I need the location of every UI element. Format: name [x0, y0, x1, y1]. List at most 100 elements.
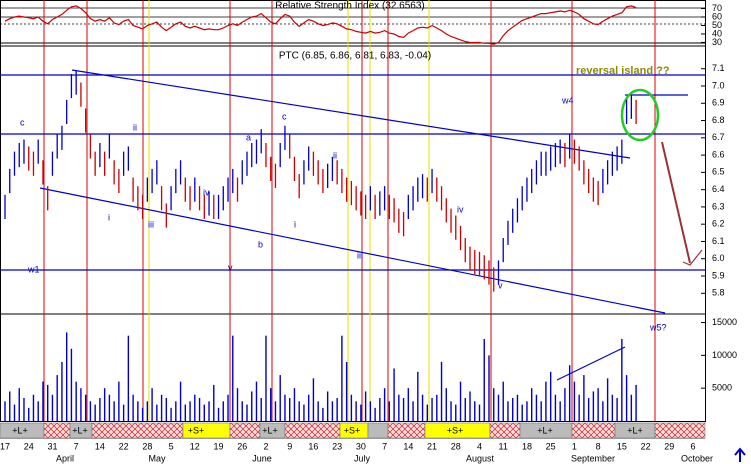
volume-bar: [113, 401, 115, 421]
volume-bar: [440, 361, 443, 421]
volume-bar: [94, 404, 96, 421]
volume-bar: [545, 381, 547, 421]
volume-bar: [51, 394, 54, 421]
wave-label: c: [20, 117, 25, 127]
volume-bar: [203, 404, 205, 421]
scroll-arrow[interactable]: [734, 447, 746, 462]
band-cell: [284, 422, 341, 439]
annotation-title: reversal island ??: [576, 65, 670, 77]
volume-bar: [75, 381, 77, 421]
volume-bar: [478, 404, 481, 421]
volume-bar: [165, 398, 168, 421]
volume-bar: [89, 401, 92, 421]
volume-bar: [23, 398, 25, 421]
volume-bar: [37, 401, 39, 421]
volume-bar: [388, 401, 391, 421]
wave-label: a: [246, 132, 251, 142]
x-tick-label: 29: [664, 441, 674, 451]
month-label: May: [148, 453, 166, 463]
volume-bar: [417, 371, 419, 421]
volume-bar: [426, 404, 429, 421]
x-tick-label: 22: [119, 441, 129, 451]
volume-bar: [573, 381, 576, 421]
x-tick-label: 2: [263, 441, 268, 451]
x-tick-label: 14: [403, 441, 413, 451]
volume-bar: [42, 381, 44, 421]
volume-bar: [526, 401, 528, 421]
volume-bar: [421, 394, 424, 421]
volume-bar: [84, 394, 87, 421]
wave-label: iii: [357, 250, 363, 260]
event-lines: [43, 0, 656, 421]
month-label: October: [681, 453, 713, 463]
x-tick-label: 18: [522, 441, 532, 451]
volume-bar: [317, 401, 319, 421]
band-label: +L+: [72, 425, 88, 435]
volume-bar: [208, 401, 210, 421]
volume-bar: [431, 398, 433, 421]
volume-bar: [9, 391, 11, 421]
y-tick-label: 7.1: [712, 63, 725, 73]
volume-bar: [160, 394, 163, 421]
band-label: +S+: [188, 425, 205, 435]
y-tick-label: 6.0: [712, 253, 725, 263]
volume-bar: [602, 401, 604, 421]
volume-bar: [298, 401, 300, 421]
band-cell: [489, 422, 521, 439]
volume-bar: [402, 398, 405, 421]
volume-bar: [360, 404, 362, 421]
wave-label: i: [294, 219, 296, 229]
volume-bar: [255, 381, 258, 421]
volume-bar: [236, 388, 239, 421]
x-tick-label: 11: [499, 441, 508, 451]
volume-bar: [621, 338, 623, 421]
volume-bar: [32, 394, 35, 421]
volume-bar: [497, 394, 500, 421]
x-tick-label: 4: [477, 441, 482, 451]
band-cell: [367, 422, 389, 439]
volume-bar: [265, 335, 267, 421]
trend-lines: [0, 69, 705, 381]
band-label: +L+: [12, 425, 28, 435]
volume-bar: [279, 375, 281, 421]
volume-bar: [65, 332, 68, 421]
y-tick-label: 6.8: [712, 115, 725, 125]
band-cell: [43, 422, 71, 439]
band-cell: [91, 422, 184, 439]
wave-label: w1: [27, 264, 40, 274]
x-tick-label: 19: [214, 441, 224, 451]
month-label: April: [56, 453, 74, 463]
volume-bar: [345, 361, 348, 421]
wave-label: v: [498, 280, 503, 290]
wave-label: iii: [148, 219, 154, 229]
x-tick-label: 6: [691, 441, 696, 451]
volume-bar: [412, 401, 414, 421]
volume-bar: [364, 391, 367, 421]
y-tick-label: 6.7: [712, 132, 725, 142]
volume-bar: [625, 375, 628, 421]
volume-bar: [80, 388, 82, 421]
y-tick-label: 15000: [712, 317, 737, 327]
volume-bar: [455, 404, 457, 421]
volume-bar: [222, 401, 224, 421]
month-label: August: [466, 453, 495, 463]
volume-bar: [141, 407, 144, 421]
volume-bar: [331, 401, 334, 421]
band-cell: [654, 422, 706, 439]
volume-bar: [469, 391, 471, 421]
volume-bar: [611, 394, 614, 421]
volume-bar: [4, 401, 6, 421]
y-tick-label: 5.9: [712, 270, 725, 280]
volume-bar: [303, 404, 305, 421]
y-tick-label: 40: [712, 28, 722, 38]
volume-bar: [326, 391, 329, 421]
x-tick-label: 14: [95, 441, 105, 451]
x-tick-label: 24: [24, 441, 34, 451]
volume-bar: [635, 384, 637, 421]
y-tick-label: 6.4: [712, 184, 725, 194]
y-tick-label: 6.3: [712, 201, 725, 211]
volume-bar: [355, 401, 357, 421]
volume-bar: [13, 404, 16, 421]
y-tick-label: 6.5: [712, 167, 725, 177]
volume-bar: [175, 401, 177, 421]
